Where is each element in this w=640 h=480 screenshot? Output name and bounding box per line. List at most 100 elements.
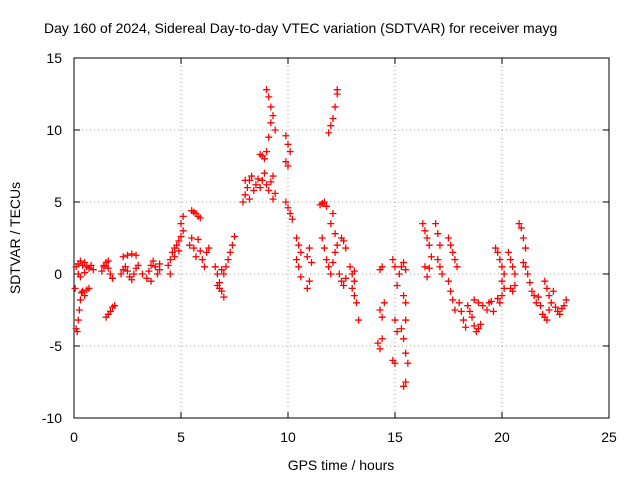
data-point — [156, 260, 164, 268]
data-point — [402, 299, 410, 307]
data-point — [421, 263, 429, 271]
data-point — [519, 258, 527, 266]
x-tick-label: 20 — [494, 429, 510, 445]
data-point — [109, 274, 117, 282]
data-point — [504, 248, 512, 256]
data-point — [462, 323, 470, 331]
data-point — [470, 322, 478, 330]
data-point — [260, 169, 268, 177]
data-point — [194, 235, 202, 243]
data-point — [466, 307, 474, 315]
data-point — [494, 294, 502, 302]
data-point — [350, 277, 358, 285]
data-point — [241, 191, 249, 199]
data-point — [295, 263, 303, 271]
data-point — [151, 263, 159, 271]
data-point — [327, 220, 335, 228]
x-tick-label: 25 — [601, 429, 617, 445]
data-point — [168, 248, 176, 256]
data-point — [323, 202, 331, 210]
data-point — [545, 306, 553, 314]
data-point — [175, 237, 183, 245]
data-point — [509, 287, 517, 295]
data-point — [400, 335, 408, 343]
data-point — [404, 359, 412, 367]
data-point — [286, 148, 294, 156]
data-point — [267, 119, 275, 127]
data-point — [130, 270, 138, 278]
data-point — [474, 299, 482, 307]
data-point — [391, 359, 399, 367]
data-point — [286, 210, 294, 218]
data-point — [325, 129, 333, 137]
data-point — [271, 189, 279, 197]
data-point — [104, 264, 112, 272]
data-point — [509, 263, 517, 271]
data-point — [201, 263, 209, 271]
data-point — [81, 292, 89, 300]
data-point — [71, 284, 79, 292]
data-point — [305, 277, 313, 285]
data-point — [436, 263, 444, 271]
data-point — [400, 258, 408, 266]
data-point — [254, 175, 262, 183]
data-point — [190, 244, 198, 252]
data-point — [228, 241, 236, 249]
data-point — [124, 251, 131, 259]
data-point — [177, 220, 185, 228]
data-point — [117, 270, 125, 278]
data-point — [164, 261, 172, 269]
data-point — [470, 296, 478, 304]
data-point — [419, 220, 427, 228]
data-point — [318, 234, 326, 242]
data-point — [166, 256, 174, 264]
data-point — [425, 241, 433, 249]
data-point — [104, 257, 112, 265]
data-points — [71, 86, 570, 390]
data-point — [220, 270, 228, 278]
data-point — [173, 241, 181, 249]
data-point — [284, 204, 292, 212]
data-point — [171, 253, 179, 261]
data-point — [496, 256, 504, 264]
data-point — [423, 273, 431, 281]
data-point — [519, 234, 527, 242]
data-point — [391, 263, 399, 271]
data-point — [517, 224, 525, 232]
data-point — [498, 263, 506, 271]
data-point — [76, 273, 84, 281]
data-point — [211, 263, 219, 271]
data-point — [541, 277, 549, 285]
data-point — [106, 307, 114, 315]
data-point — [271, 126, 279, 134]
data-point — [198, 256, 206, 264]
data-point — [327, 270, 335, 278]
data-point — [393, 282, 401, 290]
data-point — [545, 292, 553, 300]
data-point — [445, 277, 452, 285]
data-point — [500, 270, 508, 278]
data-point — [79, 287, 87, 295]
data-point — [393, 328, 401, 336]
data-point — [434, 256, 442, 264]
data-point — [346, 263, 354, 271]
data-point — [269, 172, 277, 180]
data-point — [468, 313, 476, 321]
x-tick-labels: 0 5 10 15 20 25 — [70, 429, 617, 445]
data-point — [293, 256, 301, 264]
data-point — [432, 220, 440, 228]
data-point — [222, 263, 230, 271]
data-point — [288, 215, 296, 223]
data-point — [329, 114, 337, 122]
data-point — [425, 264, 433, 272]
data-point — [331, 230, 339, 238]
data-point — [269, 112, 277, 120]
data-point — [457, 307, 465, 315]
data-point — [498, 277, 506, 285]
data-point — [216, 284, 224, 292]
data-point — [459, 316, 467, 324]
data-point — [331, 103, 339, 111]
data-point — [543, 316, 551, 324]
data-point — [500, 284, 508, 292]
data-point — [560, 302, 568, 310]
